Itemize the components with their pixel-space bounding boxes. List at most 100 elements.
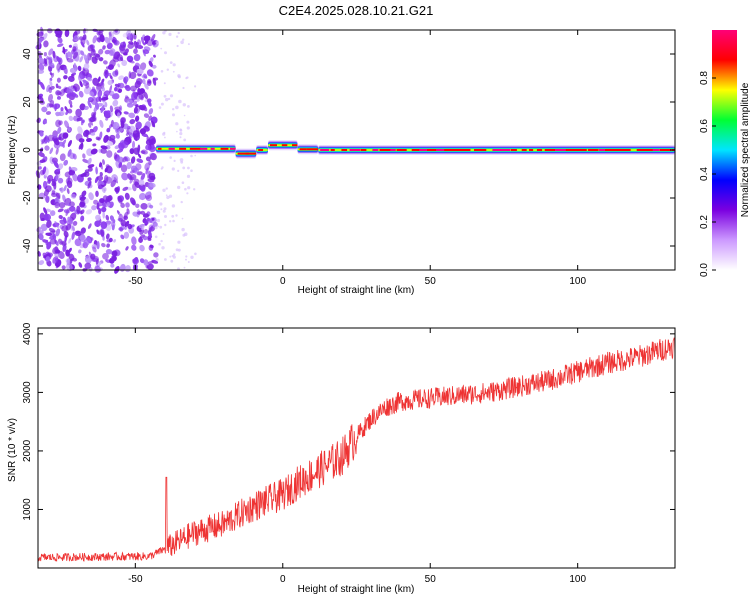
noise-blob [146, 136, 150, 142]
noise-blob [95, 190, 99, 197]
noise-blob [148, 108, 154, 115]
noise-blob [73, 62, 78, 71]
noise-blob [109, 134, 116, 140]
noise-blob [92, 143, 97, 147]
noise-blob [49, 72, 53, 76]
signal-core [436, 149, 448, 151]
noise-blob [151, 120, 156, 128]
noise-blob [158, 242, 161, 246]
noise-blob [127, 223, 133, 230]
noise-blob [98, 48, 104, 55]
noise-blob [54, 103, 58, 112]
noise-blob [160, 208, 163, 211]
noise-blob [185, 255, 188, 258]
spectrogram-y-tick-label: 0 [22, 147, 33, 153]
noise-blob [68, 205, 76, 212]
noise-blob [121, 172, 129, 181]
noise-blob [167, 97, 171, 101]
signal-core [330, 149, 335, 151]
noise-blob [37, 37, 43, 44]
noise-blob [136, 107, 141, 114]
noise-blob [63, 184, 67, 192]
noise-blob [90, 132, 96, 136]
signal-core [464, 149, 471, 151]
noise-blob [183, 266, 186, 269]
noise-blob [113, 121, 120, 129]
noise-blob [49, 80, 53, 87]
colorbar-tick-label: 0.6 [699, 119, 710, 133]
signal-core [659, 149, 672, 151]
noise-blob [64, 106, 68, 112]
noise-blob [121, 141, 129, 149]
noise-blob [55, 228, 61, 237]
noise-blob [112, 99, 119, 107]
noise-blob [43, 213, 52, 221]
noise-blob [152, 77, 157, 86]
noise-blob [162, 31, 166, 35]
noise-blob [67, 216, 74, 225]
noise-blob [99, 172, 103, 177]
noise-blob [43, 189, 50, 197]
noise-blob [78, 262, 83, 268]
noise-blob [65, 263, 73, 272]
noise-blob [69, 201, 75, 207]
signal-core [179, 147, 187, 150]
noise-blob [187, 105, 190, 108]
noise-blob [180, 40, 184, 45]
noise-blob [143, 73, 148, 79]
noise-blob [50, 62, 55, 68]
signal-core [427, 149, 437, 151]
noise-blob [131, 236, 137, 245]
noise-blob [119, 105, 123, 112]
noise-blob [117, 195, 123, 204]
noise-blob [123, 111, 129, 115]
noise-blob [145, 191, 151, 196]
noise-blob [164, 258, 167, 261]
noise-blob [67, 139, 72, 148]
noise-blob [181, 227, 185, 232]
noise-blob [187, 186, 191, 190]
signal-core [587, 149, 599, 151]
noise-blob [89, 53, 93, 58]
signal-core [500, 149, 511, 151]
noise-blob [128, 71, 132, 79]
noise-blob [146, 79, 152, 86]
noise-blob [100, 148, 107, 154]
noise-blob [132, 257, 139, 265]
noise-blob [100, 81, 104, 86]
signal-core [320, 149, 330, 151]
noise-blob [110, 179, 117, 188]
noise-blob [117, 128, 124, 133]
noise-blob [85, 209, 93, 215]
noise-blob [153, 54, 156, 58]
noise-blob [55, 173, 60, 181]
noise-blob [48, 178, 51, 185]
noise-blob [129, 174, 137, 181]
noise-blob [88, 167, 93, 172]
noise-blob [131, 92, 138, 101]
noise-blob [78, 142, 84, 150]
colorbar-tick-label: 0.4 [699, 167, 710, 181]
noise-blob [156, 218, 161, 223]
noise-blob [80, 227, 86, 234]
noise-blob [106, 128, 111, 133]
noise-blob [68, 44, 72, 48]
noise-blob [62, 217, 67, 224]
noise-blob [74, 238, 82, 247]
noise-blob [68, 99, 73, 106]
noise-blob [193, 188, 196, 191]
spectrogram-y-ticks: -40 -20 0 20 40 [22, 48, 675, 253]
spectrogram-y-tick-label: 40 [22, 48, 33, 60]
noise-blob [186, 192, 189, 195]
signal-core [245, 152, 257, 155]
noise-blob [141, 226, 145, 231]
noise-blob [106, 66, 109, 70]
noise-blob [57, 85, 62, 89]
noise-blob [98, 57, 104, 62]
noise-blob [135, 121, 142, 130]
noise-blob [79, 196, 87, 201]
noise-blob [164, 215, 167, 218]
noise-blob [38, 152, 45, 158]
noise-blob [37, 69, 45, 74]
